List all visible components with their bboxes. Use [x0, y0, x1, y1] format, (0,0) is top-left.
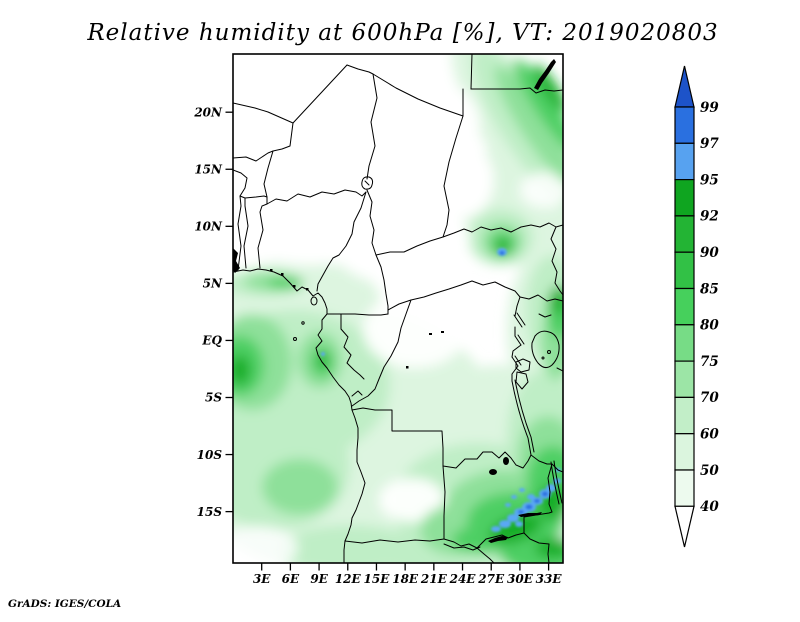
- colorbar-segment: [674, 433, 695, 471]
- colorbar-label: 50: [700, 463, 719, 479]
- lat-tick-label: 5S: [205, 391, 222, 405]
- colorbar-label: 99: [700, 100, 719, 116]
- colorbar-label: 85: [700, 281, 719, 297]
- lon-tick-label: 33E: [536, 572, 563, 586]
- lat-axis: 20N 15N 10N 5N EQ 5S 10S 15S: [193, 105, 233, 519]
- lon-tick-label: 18E: [392, 572, 419, 586]
- lat-tick-label: 10S: [197, 448, 223, 462]
- chart-title: Relative humidity at 600hPa [%], VT: 201…: [86, 20, 718, 46]
- colorbar: 99 97 95 92 90 85 80 75 70 60 50 40: [674, 65, 719, 548]
- colorbar-segment: [674, 360, 695, 399]
- colorbar-label: 70: [700, 390, 719, 406]
- high-rh-blue-patches: [321, 248, 561, 532]
- colorbar-segment: [674, 396, 695, 435]
- map-frame: [232, 53, 564, 564]
- colorbar-label: 90: [700, 245, 719, 261]
- colorbar-segment: [674, 324, 695, 362]
- colorbar-segment: [674, 142, 695, 181]
- colorbar-segment: [674, 469, 695, 507]
- lat-tick-label: 20N: [193, 105, 223, 119]
- lon-tick-label: 12E: [335, 572, 362, 586]
- lon-tick-label: 27E: [477, 572, 505, 586]
- grads-credit: GrADS: IGES/COLA: [8, 598, 121, 610]
- lat-tick-label: 15N: [194, 162, 223, 176]
- lakes: [233, 59, 556, 543]
- lat-tick-label: 10N: [194, 220, 223, 234]
- colorbar-label: 60: [700, 427, 719, 443]
- colorbar-label: 95: [700, 172, 719, 188]
- colorbar-segment: [674, 106, 695, 144]
- colorbar-label: 80: [700, 318, 719, 334]
- lon-tick-label: 21E: [420, 572, 448, 586]
- colorbar-arrow-top: [674, 65, 695, 108]
- colorbar-label: 97: [700, 136, 719, 152]
- lon-tick-label: 6E: [282, 572, 300, 586]
- colorbar-segment: [674, 251, 695, 290]
- lon-tick-label: 15E: [364, 572, 391, 586]
- lon-tick-label: 3E: [253, 572, 271, 586]
- country-borders: [233, 54, 563, 563]
- colorbar-label: 92: [700, 209, 719, 225]
- colorbar-label: 75: [700, 354, 719, 370]
- humidity-shading: [233, 54, 563, 563]
- lon-tick-label: 9E: [310, 572, 328, 586]
- lon-axis: 3E 6E 9E 12E 15E 18E 21E 24E 27E 30E 33E: [253, 563, 562, 586]
- colorbar-arrow-bottom: [674, 505, 695, 548]
- lat-tick-label: EQ: [201, 334, 222, 348]
- lon-tick-label: 30E: [507, 572, 534, 586]
- lat-tick-label: 5N: [203, 277, 223, 291]
- lat-tick-label: 15S: [197, 505, 223, 519]
- colorbar-segment: [674, 287, 695, 326]
- colorbar-segment: [674, 179, 695, 217]
- colorbar-label: 40: [700, 499, 719, 515]
- colorbar-segment: [674, 215, 695, 253]
- lon-tick-label: 24E: [449, 572, 477, 586]
